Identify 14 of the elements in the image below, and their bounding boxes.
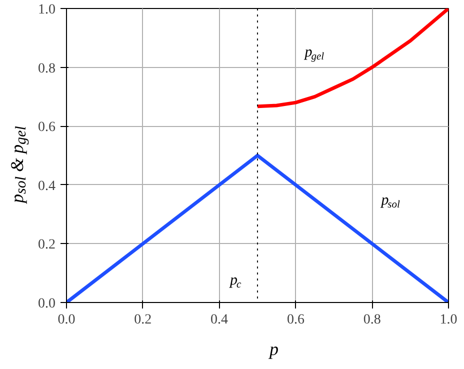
x-tick-label: 0.0 <box>58 312 76 328</box>
x-tick-label: 0.8 <box>363 312 381 328</box>
y-tick-label: 0.2 <box>38 238 56 253</box>
line-series <box>256 8 448 108</box>
y-tick-label: 0.6 <box>38 120 56 136</box>
x-tick-label: 0.6 <box>286 312 304 328</box>
y-tick-label: 1.0 <box>38 2 56 18</box>
x-tick-label: 0.4 <box>210 312 228 328</box>
x-tick-label: 1.0 <box>440 312 458 328</box>
x-axis-title: p <box>270 338 278 361</box>
y-tick-label: 0.0 <box>38 296 56 312</box>
x-tick-label: 0.2 <box>134 312 152 328</box>
y-tick-label: 0.8 <box>38 61 56 76</box>
y-tick-label: 0.4 <box>38 178 56 194</box>
